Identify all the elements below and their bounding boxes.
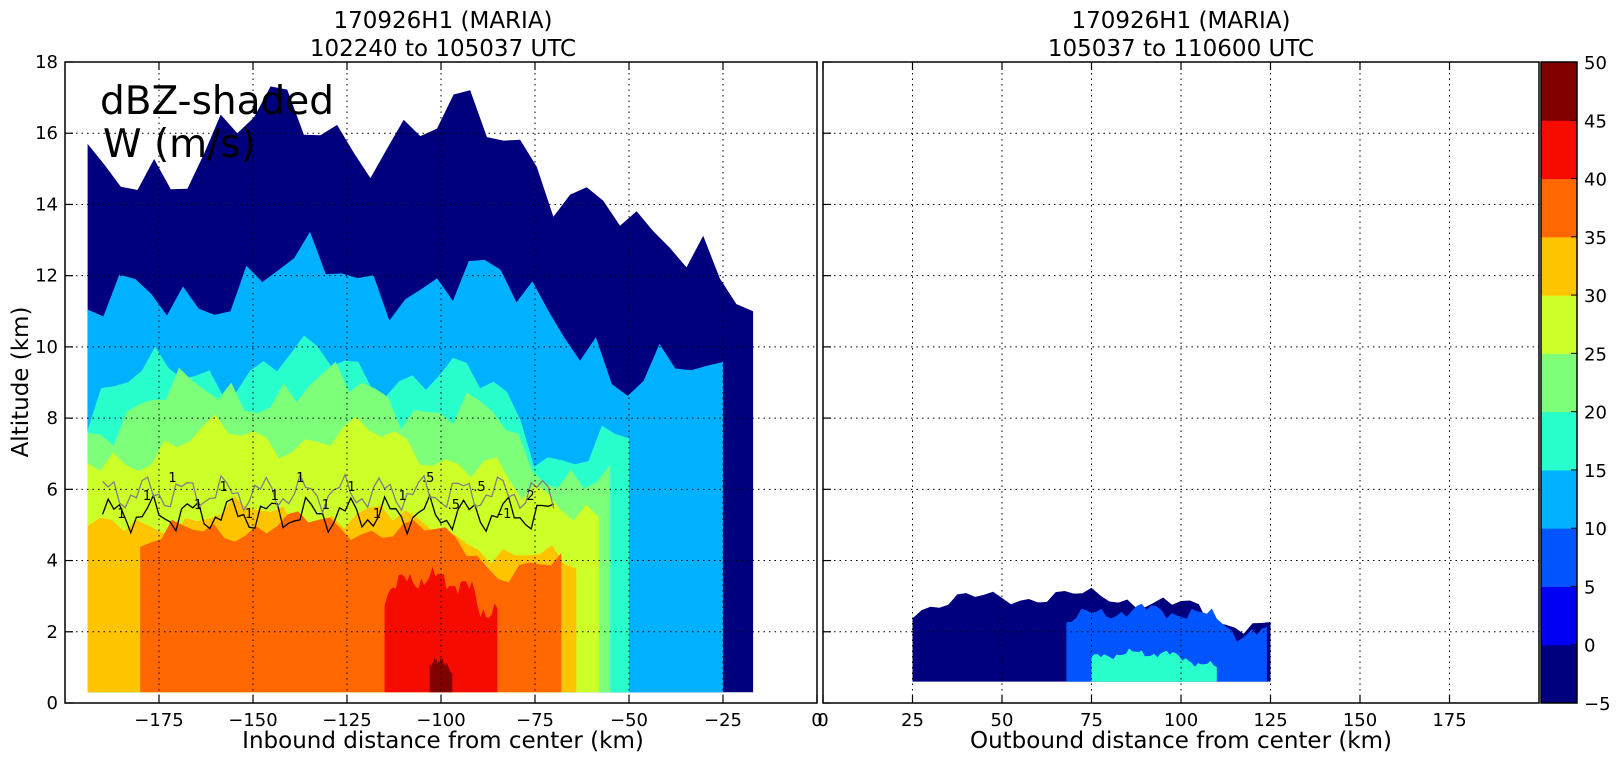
- colorbar-segment: [1541, 644, 1577, 704]
- x-tick-label: 175: [1432, 710, 1466, 731]
- colorbar-segment: [1541, 469, 1577, 529]
- y-tick-label: 6: [47, 479, 58, 500]
- x-tick-label: −75: [516, 710, 554, 731]
- x-tick-label: 25: [901, 710, 924, 731]
- right-x-ticks: 0 25 50 75 100 125 150 175: [817, 62, 1467, 731]
- colorbar-tick-label: 45: [1584, 111, 1607, 132]
- x-tick-label: 0: [817, 710, 828, 731]
- colorbar-segment: [1541, 586, 1577, 646]
- colorbar-frame: [1540, 61, 1578, 704]
- w-contour-label: .5: [473, 480, 485, 495]
- left-y-ticks: 0 2 4 6 8 10 12 14 16 18: [35, 52, 73, 714]
- y-tick-label: 0: [47, 693, 58, 714]
- colorbar-tick-label: −5: [1584, 694, 1611, 715]
- left-panel: 1 1 1 1 1 1 1 1 1 1 1 1 .5 .5 .5 -1 2 −175 −150 −125 −100 −7…: [8, 8, 823, 754]
- w-contour-label: 1: [117, 507, 125, 522]
- w-contour-label: 1: [373, 507, 381, 522]
- right-title-line1: 170926H1 (MARIA): [1071, 8, 1290, 34]
- annotation-w: W (m/s): [103, 122, 256, 167]
- y-tick-label: 4: [47, 551, 58, 572]
- annotation-dbz: dBZ-shaded: [100, 79, 334, 124]
- w-contour-label: 1: [143, 489, 151, 504]
- x-tick-label: −25: [704, 710, 742, 731]
- w-contours: 1 1 1 1 1 1 1 1 1 1 1 1 .5 .5 .5 -1 2: [101, 471, 555, 536]
- colorbar-tick-label: 25: [1584, 344, 1607, 365]
- w-contour-label: 2: [526, 489, 534, 504]
- colorbar-segment: [1541, 353, 1577, 413]
- y-tick-label: 2: [47, 622, 58, 643]
- w-contour-label: 1: [220, 480, 228, 495]
- colorbar-segment: [1541, 120, 1577, 180]
- y-tick-label: 18: [35, 52, 58, 73]
- y-tick-label: 10: [35, 337, 58, 358]
- colorbar-tick-label: 5: [1584, 577, 1595, 598]
- w-contour-line: [102, 472, 555, 515]
- y-tick-label: 12: [35, 266, 58, 287]
- w-contour-line: [101, 493, 555, 536]
- y-tick-label: 8: [47, 408, 58, 429]
- x-tick-label: −100: [416, 710, 465, 731]
- left-x-axis-label: Inbound distance from center (km): [242, 728, 644, 754]
- echo-region-15dbz: [1091, 648, 1217, 682]
- x-tick-label: 75: [1080, 710, 1103, 731]
- w-contour-label: 1: [168, 471, 176, 486]
- colorbar-tick-label: 40: [1584, 170, 1607, 191]
- w-contour-label: 1: [271, 489, 279, 504]
- right-panel: 0 25 50 75 100 125 150 175 170926H1 (MARIA) 105…: [817, 8, 1540, 754]
- x-tick-label: 150: [1343, 710, 1377, 731]
- left-echo-shading: [87, 86, 754, 693]
- colorbar-segment: [1541, 411, 1577, 471]
- colorbar-tick-label: 10: [1584, 519, 1607, 540]
- x-tick-label: −50: [610, 710, 648, 731]
- w-contour-label: 1: [245, 507, 253, 522]
- colorbar-segment: [1541, 236, 1577, 296]
- colorbar: −5 0 5 10 15 20 25 30 35 40 45 50: [1540, 53, 1611, 715]
- w-contour-label: 1: [347, 480, 355, 495]
- x-tick-label: 100: [1164, 710, 1198, 731]
- x-tick-label: −150: [228, 710, 277, 731]
- left-title-line1: 170926H1 (MARIA): [333, 8, 552, 34]
- w-contour-label: 1: [296, 471, 304, 486]
- colorbar-segment: [1541, 295, 1577, 354]
- w-contour-label: 1: [398, 489, 406, 504]
- colorbar-segment: [1541, 528, 1577, 587]
- x-tick-label: −175: [134, 710, 183, 731]
- colorbar-tick-label: 50: [1584, 53, 1607, 74]
- w-contour-label: .5: [422, 471, 434, 486]
- x-tick-label: 50: [991, 710, 1014, 731]
- y-tick-label: 14: [35, 194, 58, 215]
- left-x-ticks: −175 −150 −125 −100 −75 −50 −25 0: [134, 62, 823, 731]
- w-contour-label: 1: [322, 498, 330, 513]
- colorbar-segment: [1541, 178, 1577, 238]
- colorbar-tick-label: 20: [1584, 403, 1607, 424]
- y-axis-label: Altitude (km): [8, 307, 34, 458]
- colorbar-segment: [1541, 62, 1577, 121]
- left-title-line2: 102240 to 105037 UTC: [310, 36, 576, 62]
- x-tick-label: 0: [811, 710, 822, 731]
- x-tick-label: −125: [322, 710, 371, 731]
- right-title-line2: 105037 to 110600 UTC: [1048, 36, 1314, 62]
- colorbar-tick-label: 0: [1584, 636, 1595, 657]
- right-x-axis-label: Outbound distance from center (km): [970, 728, 1392, 754]
- colorbar-tick-label: 35: [1584, 228, 1607, 249]
- colorbar-tick-label: 15: [1584, 461, 1607, 482]
- y-tick-label: 16: [35, 123, 58, 144]
- echo-region-45dbz: [429, 657, 453, 693]
- colorbar-tick-label: 30: [1584, 286, 1607, 307]
- w-contour-label: 1: [194, 498, 202, 513]
- x-tick-label: 125: [1253, 710, 1287, 731]
- w-contour-label: .5: [448, 498, 460, 513]
- w-contour-label: -1: [498, 507, 511, 522]
